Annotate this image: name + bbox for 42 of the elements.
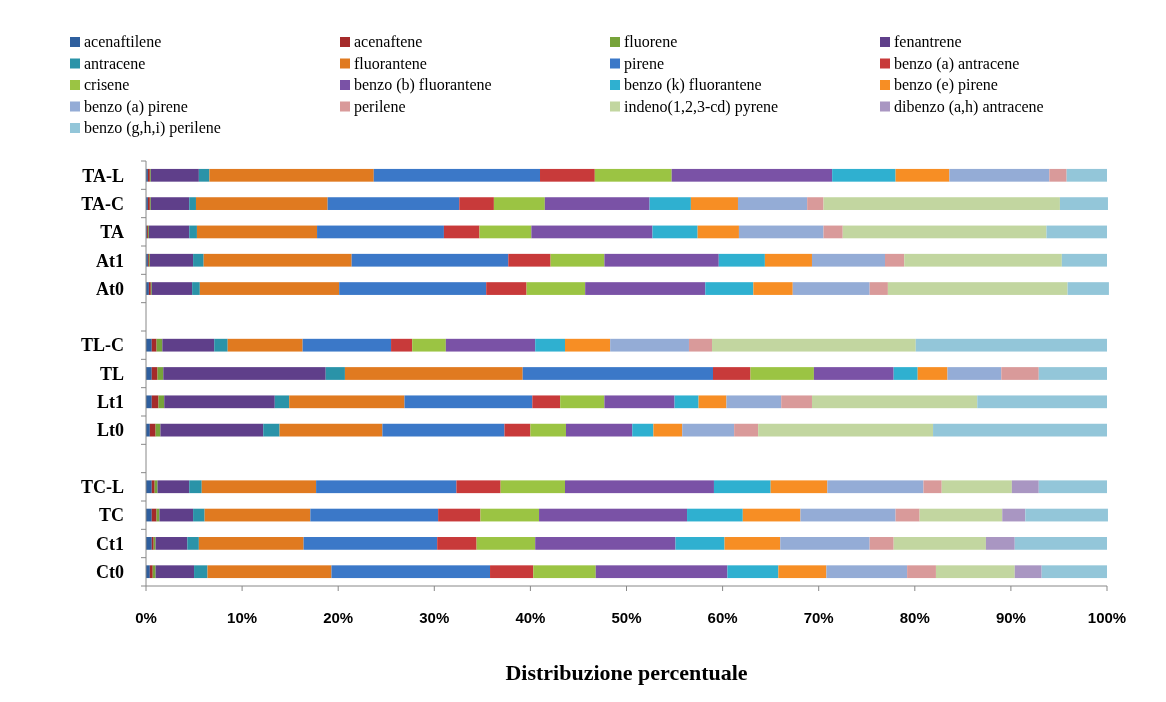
x-tick-label: 0% [135, 609, 157, 626]
x-tick-label: 10% [227, 609, 258, 626]
x-tick-label: 30% [419, 609, 450, 626]
legend-label: acenaftilene [84, 33, 162, 50]
legend-label: pirene [624, 54, 664, 73]
x-tick-label: 60% [707, 609, 738, 626]
y-tick-label: TA-L [82, 165, 124, 186]
y-tick-label: Ct1 [96, 533, 124, 554]
y-tick-label: TA [100, 222, 124, 243]
y-tick-label: Lt1 [97, 392, 124, 413]
legend-label: benzo (e) pirene [894, 76, 998, 94]
y-tick-label: Ct0 [96, 562, 124, 582]
legend-label: antracene [84, 54, 146, 72]
legend-label: dibenzo (a,h) antracene [894, 97, 1044, 116]
legend-label: acenaftene [354, 33, 423, 50]
legend-label: fluorene [624, 33, 678, 50]
x-tick-label: 70% [803, 609, 834, 626]
legend-label: benzo (k) fluorantene [624, 76, 762, 94]
y-tick-label: At0 [96, 278, 124, 299]
legend-label: benzo (a) antracene [894, 54, 1020, 73]
y-tick-label: At1 [96, 250, 124, 271]
legend-label: fluorantene [354, 54, 427, 72]
legend-label: perilene [354, 97, 406, 116]
x-tick-label: 80% [899, 609, 930, 626]
x-tick-label: 50% [611, 609, 642, 626]
x-axis-title: Distribuzione percentuale [505, 660, 748, 685]
legend-label: fenantrene [894, 33, 962, 50]
legend-label: benzo (b) fluorantene [354, 76, 492, 94]
legend-label: benzo (g,h,i) perilene [84, 119, 221, 137]
y-tick-label: TC [98, 505, 124, 526]
x-tick-label: 90% [995, 609, 1026, 626]
x-tick-label: 20% [323, 609, 354, 626]
legend-label: crisene [84, 76, 130, 93]
legend-label: indeno(1,2,3-cd) pyrene [624, 97, 779, 116]
y-tick-label: TA-C [81, 193, 124, 214]
y-tick-label: TL [99, 363, 124, 384]
y-tick-label: TC-L [80, 477, 124, 498]
x-tick-label: 40% [515, 609, 546, 626]
x-tick-label: 100% [1087, 609, 1127, 626]
legend-label: benzo (a) pirene [84, 97, 188, 116]
y-tick-label: Lt0 [97, 420, 124, 441]
y-tick-label: TL-C [80, 335, 124, 356]
